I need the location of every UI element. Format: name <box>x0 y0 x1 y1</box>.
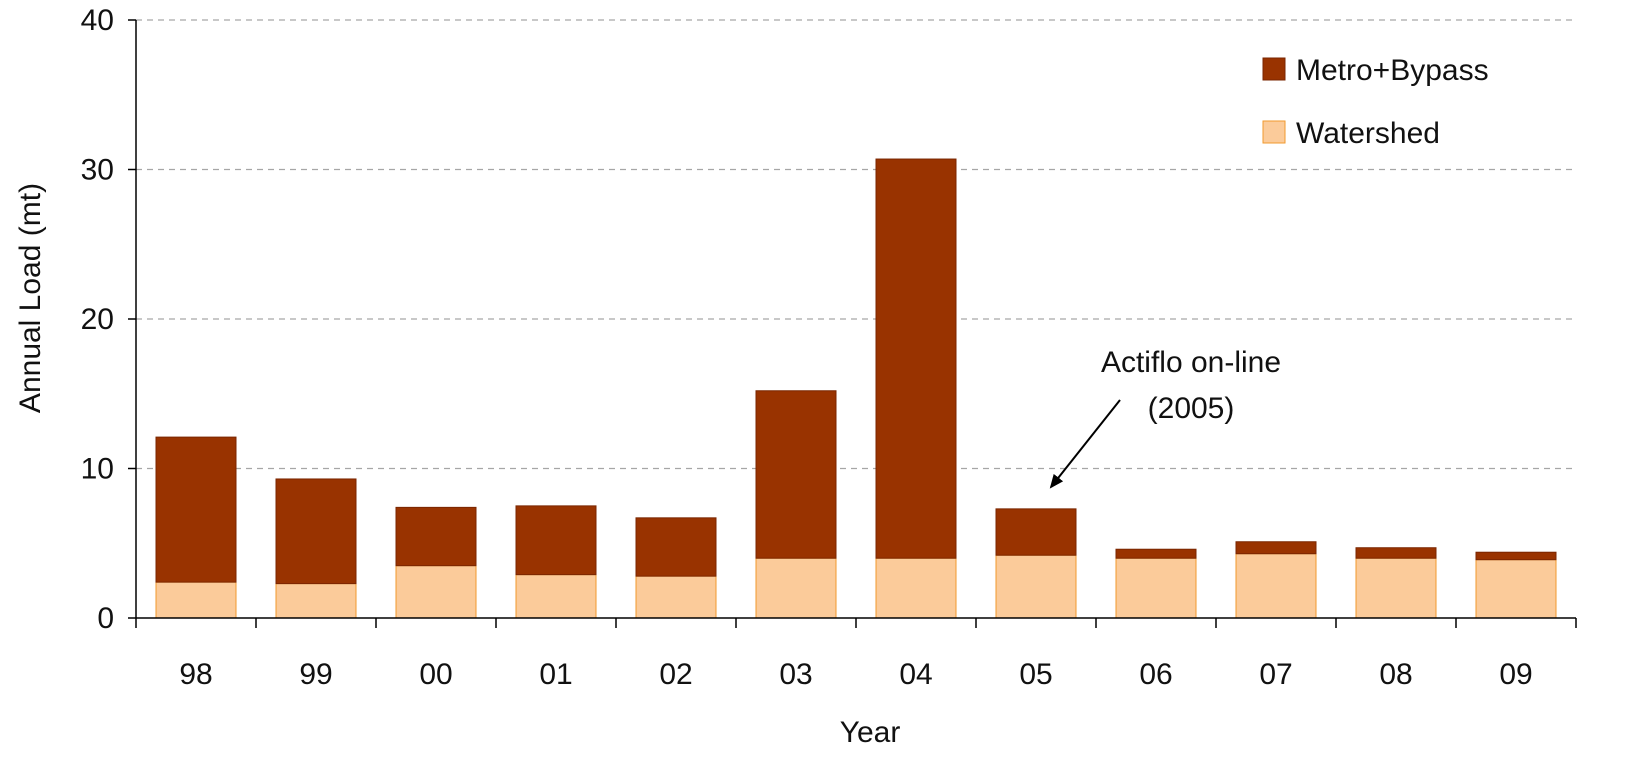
bar-metro-bypass-98 <box>155 436 237 583</box>
bar-watershed-06 <box>1115 557 1197 619</box>
bar-metro-bypass-02 <box>635 517 717 577</box>
bar-watershed-09 <box>1475 559 1557 619</box>
x-tick-label: 02 <box>659 658 692 691</box>
bar-watershed-98 <box>155 581 237 619</box>
tick-labels: 0 10 20 30 40 98 99 00 01 02 03 04 05 06 07 08 09 <box>81 4 1533 691</box>
gridlines <box>136 19 1576 470</box>
x-axis-title: Year <box>840 716 901 749</box>
legend-swatch-metro-bypass <box>1262 57 1286 81</box>
bar-metro-bypass-09 <box>1475 551 1557 561</box>
bar-watershed-05 <box>995 554 1077 619</box>
x-tick-label: 08 <box>1379 658 1412 691</box>
bar-watershed-03 <box>755 557 837 619</box>
legend-swatch-watershed <box>1262 120 1286 144</box>
annotation-arrow <box>1049 399 1121 489</box>
bar-watershed-07 <box>1235 553 1317 619</box>
bar-metro-bypass-08 <box>1355 547 1437 559</box>
x-tick-label: 06 <box>1139 658 1172 691</box>
annotation-text-line-1: Actiflo on-line <box>1101 346 1281 379</box>
bar-metro-bypass-06 <box>1115 548 1197 559</box>
bar-metro-bypass-99 <box>275 478 357 585</box>
x-tick-label: 04 <box>899 658 932 691</box>
legend-label-metro-bypass: Metro+Bypass <box>1296 54 1489 87</box>
x-tick-label: 09 <box>1499 658 1532 691</box>
x-tick-label: 01 <box>539 658 572 691</box>
bar-watershed-08 <box>1355 557 1437 619</box>
y-tick-label: 20 <box>81 303 114 336</box>
legend: Metro+Bypass Watershed <box>1262 54 1489 150</box>
bar-metro-bypass-07 <box>1235 541 1317 555</box>
bar-watershed-99 <box>275 583 357 619</box>
y-axis-title: Annual Load (mt) <box>14 183 47 413</box>
bar-watershed-01 <box>515 574 597 619</box>
legend-label-watershed: Watershed <box>1296 117 1440 150</box>
bar-watershed-02 <box>635 575 717 619</box>
x-tick-label: 99 <box>299 658 332 691</box>
bars <box>155 158 1557 619</box>
axes <box>128 19 1577 628</box>
bar-metro-bypass-05 <box>995 508 1077 556</box>
x-tick-label: 03 <box>779 658 812 691</box>
x-tick-label: 07 <box>1259 658 1292 691</box>
x-tick-label: 05 <box>1019 658 1052 691</box>
actiflo-annotation: Actiflo on-line (2005) <box>1049 346 1281 489</box>
annotation-text-line-2: (2005) <box>1148 392 1235 425</box>
y-tick-label: 30 <box>81 154 114 187</box>
x-tick-label: 98 <box>179 658 212 691</box>
bar-watershed-00 <box>395 565 477 619</box>
y-tick-label: 0 <box>97 602 114 635</box>
bar-watershed-04 <box>875 557 957 619</box>
y-tick-label: 10 <box>81 453 114 486</box>
y-tick-label: 40 <box>81 4 114 37</box>
x-tick-label: 00 <box>419 658 452 691</box>
bar-metro-bypass-04 <box>875 158 957 559</box>
bar-metro-bypass-03 <box>755 390 837 559</box>
bar-metro-bypass-01 <box>515 505 597 576</box>
bar-metro-bypass-00 <box>395 506 477 567</box>
